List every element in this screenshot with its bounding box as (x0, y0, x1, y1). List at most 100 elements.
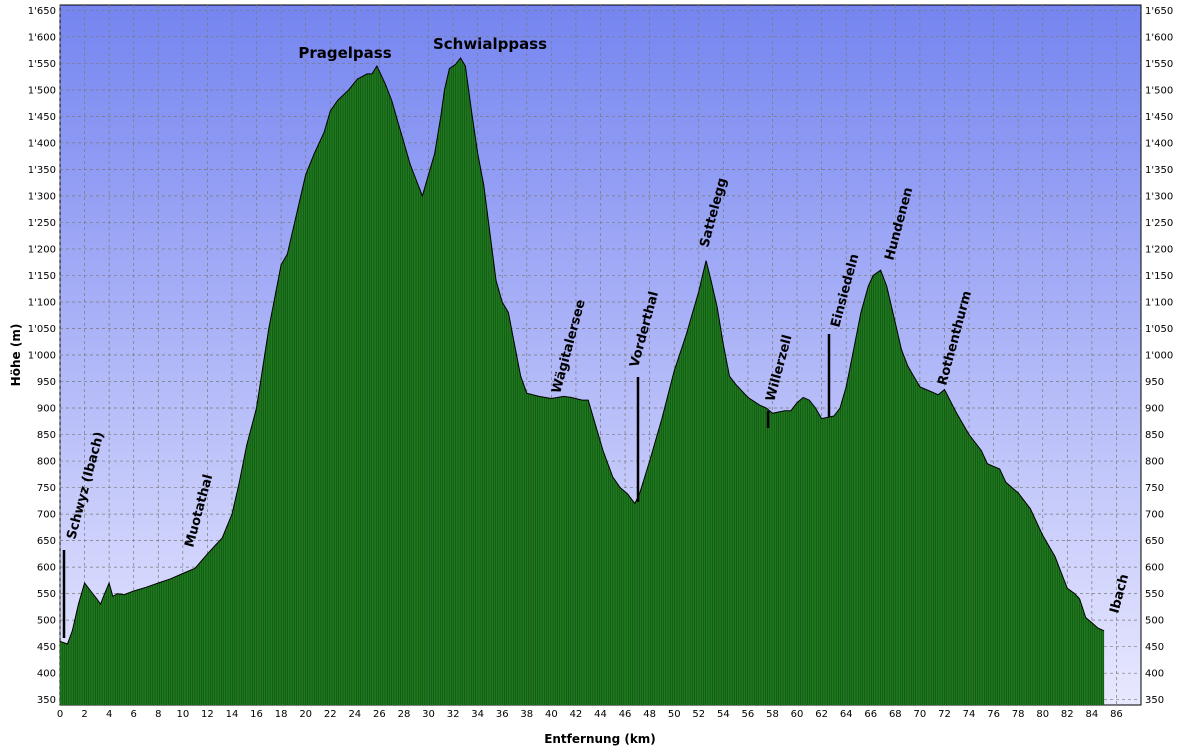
y-tick-label-left: 1'300 (28, 191, 56, 202)
location-label: Pragelpass (298, 44, 391, 62)
x-tick-label: 30 (422, 709, 435, 720)
x-tick-label: 82 (1061, 709, 1074, 720)
x-tick-label: 20 (299, 709, 312, 720)
y-tick-label-right: 1'600 (1145, 32, 1173, 43)
y-tick-label-right: 650 (1145, 536, 1164, 547)
x-tick-label: 50 (668, 709, 681, 720)
x-tick-label: 44 (594, 709, 607, 720)
x-tick-label: 36 (496, 709, 509, 720)
x-tick-label: 76 (987, 709, 1000, 720)
x-tick-label: 66 (864, 709, 877, 720)
y-tick-label-left: 850 (37, 430, 56, 441)
y-tick-label-left: 1'250 (28, 218, 56, 229)
y-tick-label-right: 1'650 (1145, 6, 1173, 17)
axis-ticks: 0 2 4 6 8 10 12 14 16 18 20 22 24 26 28 30 32 34 36 38 40 42 4… (28, 6, 1173, 720)
y-tick-label-left: 1'100 (28, 297, 56, 308)
x-tick-label: 14 (226, 709, 239, 720)
x-tick-label: 32 (447, 709, 460, 720)
x-tick-label: 60 (791, 709, 804, 720)
y-tick-label-right: 550 (1145, 589, 1164, 600)
x-tick-label: 56 (742, 709, 755, 720)
x-tick-label: 52 (692, 709, 705, 720)
y-tick-label-right: 1'150 (1145, 271, 1173, 282)
x-tick-label: 80 (1036, 709, 1049, 720)
y-tick-label-left: 1'400 (28, 138, 56, 149)
y-tick-label-left: 400 (37, 669, 56, 680)
y-tick-label-left: 1'550 (28, 59, 56, 70)
x-tick-label: 10 (176, 709, 189, 720)
x-tick-label: 64 (840, 709, 853, 720)
y-tick-label-left: 550 (37, 589, 56, 600)
y-tick-label-right: 950 (1145, 377, 1164, 388)
y-tick-label-right: 1'350 (1145, 165, 1173, 176)
x-tick-label: 68 (889, 709, 902, 720)
y-tick-label-right: 1'500 (1145, 85, 1173, 96)
y-tick-label-left: 750 (37, 483, 56, 494)
x-tick-label: 84 (1085, 709, 1098, 720)
x-tick-label: 18 (275, 709, 288, 720)
y-tick-label-right: 900 (1145, 404, 1164, 415)
y-tick-label-right: 1'250 (1145, 218, 1173, 229)
x-tick-label: 40 (545, 709, 558, 720)
x-tick-label: 46 (619, 709, 632, 720)
y-axis-title: Höhe (m) (9, 324, 23, 387)
y-tick-label-right: 500 (1145, 616, 1164, 627)
y-tick-label-left: 1'350 (28, 165, 56, 176)
x-axis-title: Entfernung (km) (544, 732, 656, 746)
x-tick-label: 0 (57, 709, 63, 720)
profile-hatch (59, 58, 1104, 705)
profile-area (59, 57, 1105, 705)
x-tick-label: 34 (471, 709, 484, 720)
y-tick-label-right: 1'200 (1145, 244, 1173, 255)
y-tick-label-left: 1'500 (28, 85, 56, 96)
x-tick-label: 16 (250, 709, 263, 720)
y-tick-label-right: 1'550 (1145, 59, 1173, 70)
x-tick-label: 62 (815, 709, 828, 720)
x-tick-label: 86 (1110, 709, 1123, 720)
y-tick-label-right: 1'100 (1145, 297, 1173, 308)
x-tick-label: 8 (155, 709, 161, 720)
y-tick-label-right: 750 (1145, 483, 1164, 494)
y-tick-label-left: 500 (37, 616, 56, 627)
y-tick-label-left: 900 (37, 404, 56, 415)
y-tick-label-left: 1'200 (28, 244, 56, 255)
x-tick-label: 26 (373, 709, 386, 720)
x-tick-label: 74 (963, 709, 976, 720)
y-tick-label-left: 350 (37, 695, 56, 706)
x-tick-label: 54 (717, 709, 730, 720)
x-tick-label: 58 (766, 709, 779, 720)
y-tick-label-right: 850 (1145, 430, 1164, 441)
y-tick-label-left: 1'000 (28, 351, 56, 362)
y-tick-label-right: 1'050 (1145, 324, 1173, 335)
y-tick-label-right: 1'450 (1145, 112, 1173, 123)
x-tick-label: 70 (914, 709, 927, 720)
y-tick-label-right: 450 (1145, 642, 1164, 653)
x-tick-label: 22 (324, 709, 337, 720)
x-tick-label: 6 (131, 709, 137, 720)
y-tick-label-left: 950 (37, 377, 56, 388)
y-tick-label-left: 600 (37, 563, 56, 574)
y-tick-label-left: 1'050 (28, 324, 56, 335)
x-tick-label: 42 (570, 709, 583, 720)
x-tick-label: 72 (938, 709, 951, 720)
profile-line (59, 57, 1105, 645)
y-tick-label-left: 1'150 (28, 271, 56, 282)
y-tick-label-left: 650 (37, 536, 56, 547)
y-tick-label-right: 600 (1145, 563, 1164, 574)
y-tick-label-left: 700 (37, 510, 56, 521)
y-tick-label-right: 400 (1145, 669, 1164, 680)
y-tick-label-right: 800 (1145, 457, 1164, 468)
x-tick-label: 48 (643, 709, 656, 720)
y-tick-label-left: 450 (37, 642, 56, 653)
y-tick-label-left: 1'450 (28, 112, 56, 123)
x-tick-label: 28 (398, 709, 411, 720)
x-tick-label: 24 (348, 709, 361, 720)
y-tick-label-left: 1'650 (28, 6, 56, 17)
y-tick-label-right: 1'000 (1145, 351, 1173, 362)
x-tick-label: 38 (520, 709, 533, 720)
y-tick-label-left: 1'600 (28, 32, 56, 43)
x-tick-label: 4 (106, 709, 112, 720)
location-label: Schwialppass (433, 35, 547, 53)
